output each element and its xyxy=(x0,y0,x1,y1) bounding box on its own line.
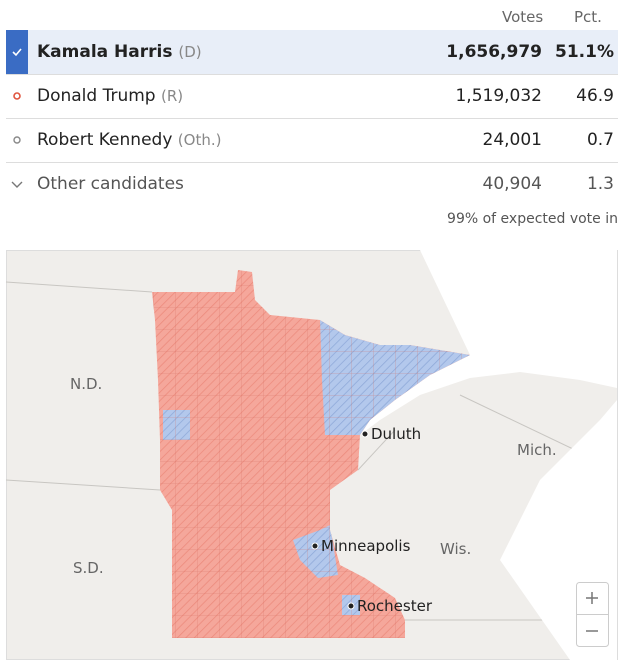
city-label: Rochester xyxy=(357,597,433,615)
candidate-name: Kamala Harris xyxy=(37,42,173,62)
votes-header: Votes xyxy=(502,8,544,26)
party: (Oth.) xyxy=(177,131,222,149)
candidate-row[interactable]: Robert Kennedy (Oth.) 24,001 0.7 xyxy=(6,118,618,163)
pct-header: Pct. xyxy=(574,8,602,26)
votes: 24,001 xyxy=(482,130,542,150)
party: (D) xyxy=(178,43,202,61)
candidate-row[interactable]: Donald Trump (R) 1,519,032 46.9 xyxy=(6,74,618,119)
city-dot xyxy=(361,430,369,438)
pct: 0.7 xyxy=(586,130,614,150)
party: (R) xyxy=(161,87,184,105)
candidate-name: Other candidates xyxy=(37,174,184,194)
candidate-name: Donald Trump xyxy=(37,86,156,106)
state-label: Mich. xyxy=(517,441,557,459)
footnote: 99% of expected vote in xyxy=(447,211,618,227)
city-label: Duluth xyxy=(371,425,421,443)
city-dot xyxy=(311,542,319,550)
state-borders xyxy=(5,281,618,621)
votes: 40,904 xyxy=(482,174,542,194)
state-label: Wis. xyxy=(440,540,471,558)
zoom-controls xyxy=(576,582,609,647)
city-dot xyxy=(347,602,355,610)
state-label: N.D. xyxy=(70,375,102,393)
party-dot xyxy=(6,118,28,162)
expand-chevron xyxy=(6,162,28,206)
candidate-row[interactable]: Kamala Harris (D) 1,656,979 51.1% xyxy=(6,30,618,75)
votes: 1,519,032 xyxy=(455,86,542,106)
lake-superior xyxy=(360,250,617,435)
party-dot xyxy=(6,74,28,118)
state-label: S.D. xyxy=(73,559,104,577)
candidate-name: Robert Kennedy xyxy=(37,130,173,150)
votes: 1,656,979 xyxy=(446,42,542,62)
other-candidates-row[interactable]: Other candidates 40,904 1.3 xyxy=(6,162,618,206)
pct: 46.9 xyxy=(576,86,614,106)
city-label: Minneapolis xyxy=(321,537,411,555)
zoom-in[interactable] xyxy=(586,592,598,604)
pct: 51.1% xyxy=(555,42,614,62)
winner-check xyxy=(6,30,28,74)
pct: 1.3 xyxy=(586,174,614,194)
